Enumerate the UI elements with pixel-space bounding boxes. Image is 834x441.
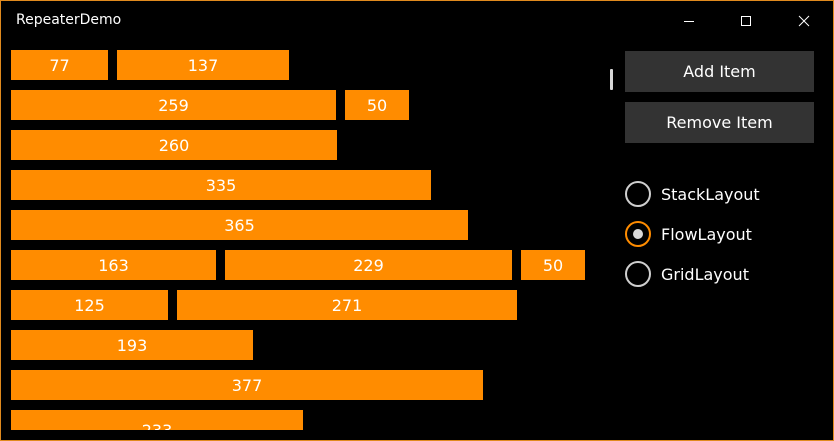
maximize-icon xyxy=(741,16,751,26)
repeater-item: 77 xyxy=(11,50,108,80)
radio-circle xyxy=(625,261,651,287)
repeater-item: 50 xyxy=(345,90,409,120)
radio-stack-layout[interactable]: StackLayout xyxy=(625,180,760,208)
repeater-item: 193 xyxy=(11,330,253,360)
repeater-item: 259 xyxy=(11,90,336,120)
close-icon xyxy=(798,15,810,27)
add-item-button[interactable]: Add Item xyxy=(625,51,814,92)
repeater-item: 335 xyxy=(11,170,431,200)
radio-selected-dot xyxy=(633,229,643,239)
minimize-icon xyxy=(684,21,694,22)
radio-circle xyxy=(625,221,651,247)
radio-label: FlowLayout xyxy=(661,224,752,244)
radio-grid-layout[interactable]: GridLayout xyxy=(625,260,749,288)
minimize-button[interactable] xyxy=(666,1,712,41)
radio-circle xyxy=(625,181,651,207)
radio-label: GridLayout xyxy=(661,264,749,284)
repeater-item: 260 xyxy=(11,130,337,160)
maximize-button[interactable] xyxy=(723,1,769,41)
repeater-item: 229 xyxy=(225,250,512,280)
scroll-indicator[interactable] xyxy=(610,69,613,90)
radio-flow-layout[interactable]: FlowLayout xyxy=(625,220,752,248)
repeater-item: 377 xyxy=(11,370,483,400)
repeater-item: 271 xyxy=(177,290,517,320)
repeater-item: 233 xyxy=(11,410,303,430)
repeater-item: 365 xyxy=(11,210,468,240)
repeater-item: 125 xyxy=(11,290,168,320)
title-bar: RepeaterDemo xyxy=(1,1,833,41)
repeater-item: 137 xyxy=(117,50,289,80)
radio-label: StackLayout xyxy=(661,184,760,204)
items-repeater[interactable]: 77 137 259 50 260 335 365 163 229 50 125… xyxy=(11,50,611,430)
window-title: RepeaterDemo xyxy=(16,12,122,28)
repeater-item: 163 xyxy=(11,250,216,280)
remove-item-button[interactable]: Remove Item xyxy=(625,102,814,143)
close-button[interactable] xyxy=(781,1,827,41)
repeater-item: 50 xyxy=(521,250,585,280)
